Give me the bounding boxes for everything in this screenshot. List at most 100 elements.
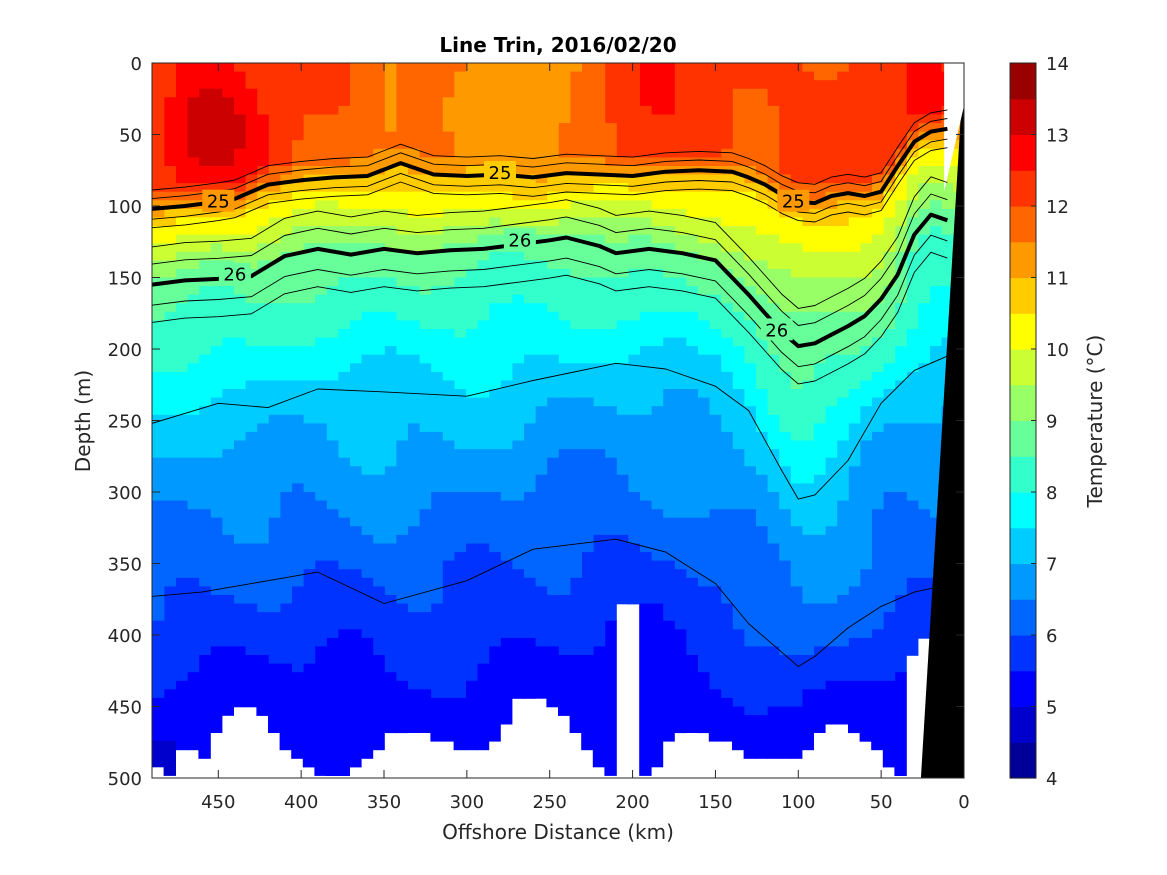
colorbar-band bbox=[1010, 63, 1036, 100]
temperature-cell bbox=[558, 268, 571, 322]
temperature-cell bbox=[697, 260, 710, 296]
temperature-cell bbox=[882, 329, 896, 365]
temperature-cell bbox=[302, 191, 316, 210]
temperature-cell bbox=[488, 389, 501, 450]
temperature-cell bbox=[233, 217, 246, 236]
temperature-cell bbox=[175, 208, 188, 219]
temperature-cell bbox=[326, 637, 339, 776]
temperature-cell bbox=[813, 534, 826, 605]
temperature-cell bbox=[674, 629, 687, 734]
x-tick-label: 150 bbox=[698, 792, 732, 813]
temperature-cell bbox=[210, 208, 223, 219]
temperature-cell bbox=[697, 217, 710, 244]
temperature-cell bbox=[256, 174, 269, 184]
no-data-region bbox=[944, 63, 964, 192]
temperature-cell bbox=[268, 63, 281, 167]
temperature-cell bbox=[256, 612, 269, 656]
temperature-cell bbox=[836, 226, 849, 253]
temperature-cell bbox=[940, 234, 954, 287]
temperature-cell bbox=[430, 371, 443, 433]
temperature-cell bbox=[175, 63, 188, 184]
temperature-cell bbox=[407, 320, 420, 356]
temperature-cell bbox=[523, 208, 536, 227]
temperature-cell bbox=[592, 200, 606, 219]
temperature-cell bbox=[442, 697, 455, 742]
temperature-cell bbox=[743, 320, 756, 365]
temperature-cell bbox=[650, 191, 664, 210]
temperature-cell bbox=[163, 414, 176, 459]
temperature-cell bbox=[279, 492, 292, 605]
temperature-cell bbox=[152, 457, 165, 502]
temperature-cell bbox=[233, 71, 246, 116]
temperature-cell bbox=[476, 492, 490, 545]
temperature-cell bbox=[674, 174, 687, 193]
temperature-cell bbox=[360, 534, 374, 579]
temperature-cell bbox=[442, 63, 455, 99]
temperature-cell bbox=[163, 200, 176, 210]
temperature-cell bbox=[221, 389, 234, 450]
y-tick-label: 500 bbox=[108, 769, 142, 790]
y-tick-label: 0 bbox=[131, 54, 142, 75]
temperature-cell bbox=[395, 63, 408, 150]
temperature-cell bbox=[476, 663, 490, 751]
colorbar-tick-label: 6 bbox=[1046, 626, 1057, 647]
temperature-cell bbox=[186, 251, 200, 270]
temperature-cell bbox=[337, 371, 350, 459]
temperature-cell bbox=[442, 492, 455, 562]
temperature-cell bbox=[592, 449, 606, 536]
temperature-cell bbox=[198, 586, 211, 656]
temperature-cell bbox=[616, 363, 629, 416]
temperature-cell bbox=[732, 166, 745, 176]
temperature-cell bbox=[546, 63, 559, 176]
temperature-cell bbox=[801, 483, 814, 536]
temperature-cell bbox=[221, 337, 234, 390]
temperature-cell bbox=[674, 277, 687, 313]
temperature-cell bbox=[662, 157, 675, 167]
temperature-cell bbox=[511, 637, 524, 699]
temperature-cell bbox=[279, 166, 292, 176]
temperature-cell bbox=[244, 183, 258, 193]
temperature-cell bbox=[453, 552, 466, 699]
temperature-cell bbox=[476, 226, 490, 236]
temperature-cell bbox=[848, 191, 861, 202]
temperature-cell bbox=[152, 191, 165, 202]
temperature-cell bbox=[256, 226, 269, 244]
temperature-cell bbox=[720, 191, 733, 227]
colorbar-band bbox=[1010, 599, 1036, 636]
temperature-cell bbox=[894, 672, 907, 776]
temperature-cell bbox=[268, 380, 281, 416]
temperature-cell bbox=[859, 440, 872, 570]
temperature-cell bbox=[465, 191, 478, 210]
temperature-cell bbox=[616, 157, 629, 167]
temperature-cell bbox=[268, 243, 281, 262]
y-tick-label: 150 bbox=[108, 269, 142, 290]
temperature-cell bbox=[859, 569, 872, 639]
temperature-cell bbox=[163, 311, 176, 373]
temperature-cell bbox=[465, 329, 478, 399]
temperature-cell bbox=[604, 457, 617, 536]
temperature-cell bbox=[697, 320, 710, 356]
temperature-cell bbox=[708, 243, 722, 262]
temperature-cell bbox=[801, 71, 814, 184]
temperature-cell bbox=[465, 397, 478, 450]
temperature-cell bbox=[476, 208, 490, 227]
temperature-cell bbox=[732, 226, 745, 253]
temperature-cell bbox=[662, 311, 675, 339]
temperature-cell bbox=[523, 637, 536, 699]
temperature-cell bbox=[906, 63, 919, 116]
temperature-cell bbox=[163, 500, 176, 588]
temperature-cell bbox=[720, 509, 733, 605]
temperature-cell bbox=[674, 157, 687, 167]
temperature-cell bbox=[279, 380, 292, 416]
temperature-cell bbox=[244, 543, 258, 605]
temperature-cell bbox=[523, 63, 536, 176]
temperature-cell bbox=[476, 397, 490, 450]
temperature-cell bbox=[697, 294, 710, 322]
temperature-cell bbox=[244, 88, 258, 176]
temperature-cell bbox=[256, 423, 269, 545]
temperature-cell bbox=[546, 595, 559, 648]
x-tick-label: 250 bbox=[533, 792, 567, 813]
temperature-cell bbox=[268, 260, 281, 304]
temperature-cell bbox=[291, 303, 304, 347]
colorbar-band bbox=[1010, 635, 1036, 672]
